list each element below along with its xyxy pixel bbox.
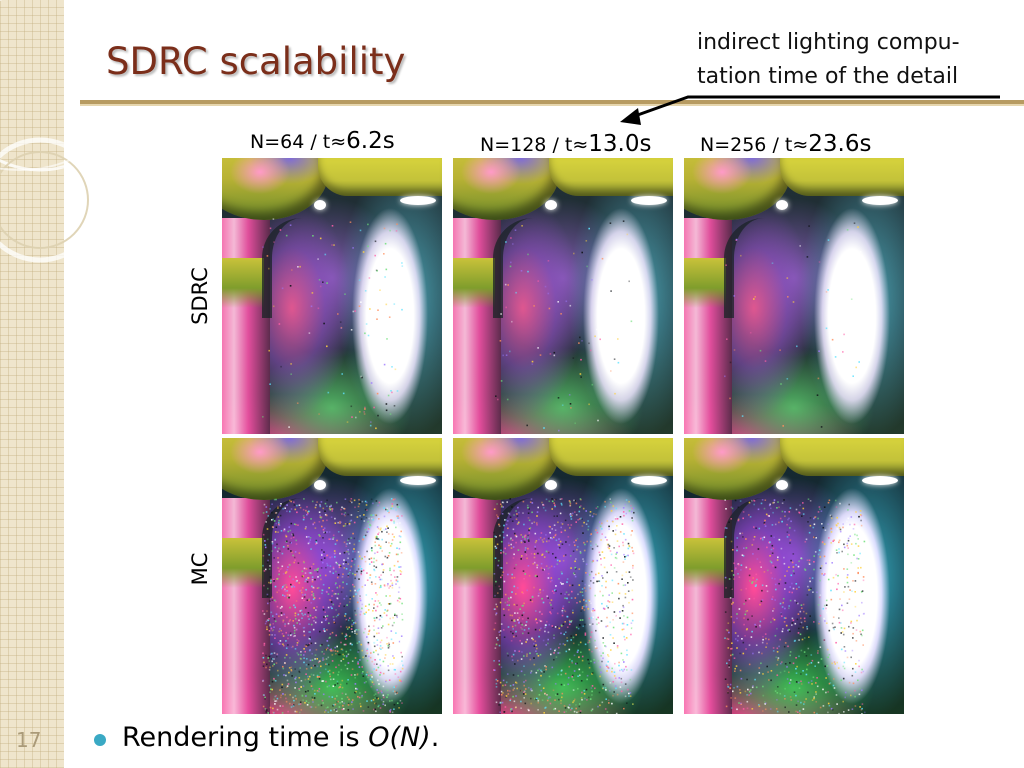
render-tile-mc-n64: [222, 438, 442, 714]
column-label-n128: N=128 / t≈13.0s: [480, 131, 651, 157]
decorative-swirl: [0, 0, 140, 263]
slide-number: 17: [16, 728, 42, 752]
slide-title: SDRC scalability: [106, 40, 406, 83]
render-tile-sdrc-n256: [684, 158, 904, 434]
title-underline: [80, 100, 1024, 106]
column-label-n256: N=256 / t≈23.6s: [700, 131, 871, 157]
bullet-end: .: [430, 722, 440, 753]
column-n: N=128: [480, 134, 547, 156]
column-sep: / t≈: [766, 134, 809, 156]
column-label-n64: N=64 / t≈6.2s: [250, 128, 395, 154]
render-tile-mc-n256: [684, 438, 904, 714]
column-sep: / t≈: [304, 131, 347, 153]
column-n: N=256: [700, 134, 767, 156]
column-time: 23.6s: [808, 131, 872, 157]
render-tile-sdrc-n128: [453, 158, 673, 434]
bullet-text: Rendering time is O(N).: [122, 722, 439, 753]
bullet-marker: [94, 734, 106, 746]
column-time: 6.2s: [346, 128, 395, 154]
column-n: N=64: [250, 131, 305, 153]
bullet-lead: Rendering time is: [122, 722, 369, 753]
decorative-side-strip: [0, 0, 64, 768]
row-label-mc: MC: [188, 552, 212, 586]
annotation-line: indirect lighting compu-: [697, 30, 960, 55]
render-tile-sdrc-n64: [222, 158, 442, 434]
annotation-note: indirect lighting compu- tation time of …: [697, 26, 1007, 94]
render-tile-mc-n128: [453, 438, 673, 714]
column-sep: / t≈: [546, 134, 589, 156]
row-label-sdrc: SDRC: [188, 267, 212, 325]
annotation-line: tation time of the detail: [697, 64, 959, 89]
column-time: 13.0s: [588, 131, 652, 157]
bullet-emphasis: O(N): [368, 722, 431, 753]
